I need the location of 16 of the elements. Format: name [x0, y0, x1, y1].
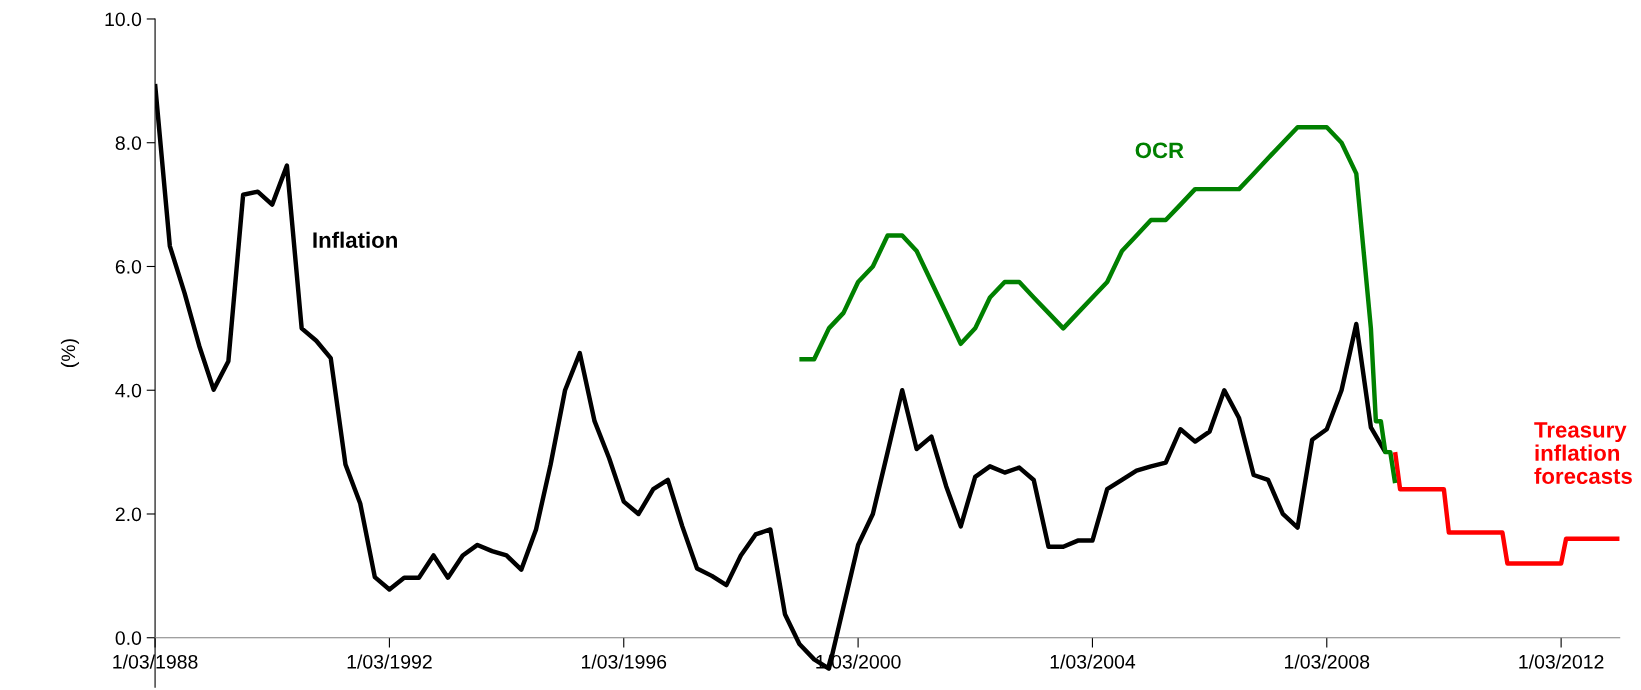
- x-tick-label: 1/03/2004: [1050, 654, 1136, 669]
- y-tick-label: 10.0: [105, 12, 142, 27]
- series-label: Inflation: [313, 231, 397, 248]
- x-tick-label: 1/03/2012: [1519, 654, 1604, 669]
- y-axis-title: (%): [60, 339, 80, 368]
- text: Treasury inflation forecasts: [1534, 422, 1632, 484]
- y-tick-label: 6.0: [115, 259, 142, 274]
- x-tick-label: 1/03/1996: [581, 654, 667, 669]
- y-tick-label: 8.0: [115, 136, 142, 150]
- line-series: [797, 125, 1398, 486]
- series-label: OCR: [1135, 142, 1184, 159]
- x-tick-label: 1/03/1992: [347, 654, 432, 669]
- y-tick-label: 2.0: [115, 507, 142, 522]
- y-tick-label: 4.0: [115, 383, 142, 398]
- x-tick-label: 1/03/2008: [1285, 654, 1370, 669]
- y-tick-label: 0.0: [115, 631, 142, 645]
